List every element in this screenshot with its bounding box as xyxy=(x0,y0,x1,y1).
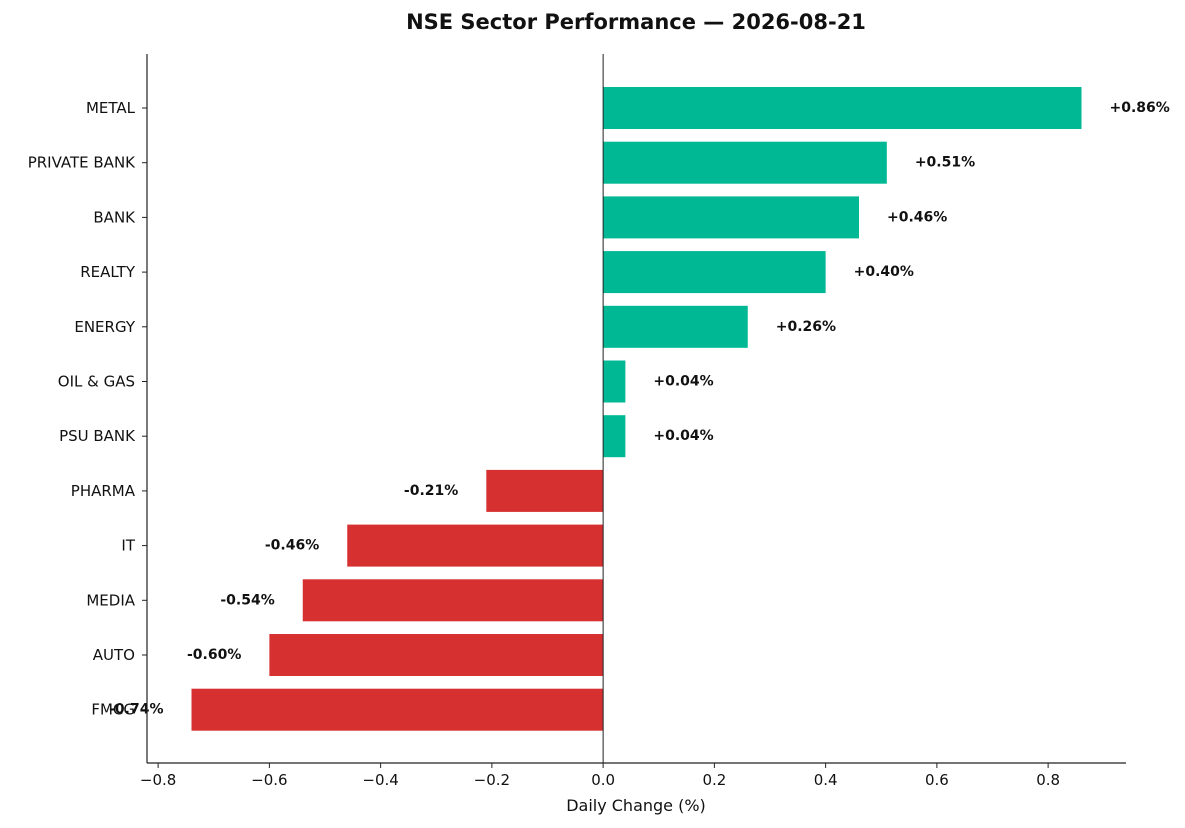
data-label-realty: +0.40% xyxy=(854,264,914,280)
category-label-realty: REALTY xyxy=(80,263,136,281)
data-label-psu-bank: +0.04% xyxy=(653,428,713,444)
category-label-pharma: PHARMA xyxy=(71,482,136,500)
data-label-fmcg: -0.74% xyxy=(109,702,163,718)
data-label-pharma: -0.21% xyxy=(404,483,458,499)
x-tick-label: 0.4 xyxy=(814,771,838,789)
category-label-media: MEDIA xyxy=(86,591,135,609)
category-label-oil-and-gas: OIL & GAS xyxy=(58,373,135,391)
x-tick-label: 0.0 xyxy=(591,771,615,789)
bar-energy xyxy=(603,305,748,348)
category-label-metal: METAL xyxy=(86,99,136,117)
x-tick-label: −0.6 xyxy=(251,771,287,789)
data-labels-group: +0.86% +0.51% +0.46% +0.40% +0.26% +0.04% +0.0… xyxy=(109,100,1170,718)
category-labels-group: METAL PRIVATE BANK BANK REALTY ENERGY OIL & G… xyxy=(28,99,147,719)
x-tick-label: −0.2 xyxy=(474,771,510,789)
data-label-metal: +0.86% xyxy=(1110,100,1170,116)
data-label-media: -0.54% xyxy=(220,592,274,608)
category-label-bank: BANK xyxy=(93,208,136,226)
bar-fmcg xyxy=(191,688,604,731)
x-tick-label: −0.8 xyxy=(140,771,176,789)
bar-psu-bank xyxy=(603,415,626,458)
bar-it xyxy=(347,524,604,567)
x-tick-label: 0.8 xyxy=(1036,771,1060,789)
data-label-bank: +0.46% xyxy=(887,209,947,225)
category-label-auto: AUTO xyxy=(93,646,135,664)
data-label-it: -0.46% xyxy=(265,538,319,554)
bar-bank xyxy=(603,196,859,239)
bar-metal xyxy=(603,87,1082,129)
chart-title: NSE Sector Performance — 2026-08-21 xyxy=(406,10,866,34)
bar-private-bank xyxy=(603,141,887,184)
data-label-energy: +0.26% xyxy=(776,319,836,335)
bar-pharma xyxy=(486,469,604,512)
category-label-private-bank: PRIVATE BANK xyxy=(28,154,136,172)
x-tick-label: 0.2 xyxy=(702,771,726,789)
category-label-fmcg: FMCG xyxy=(91,701,135,719)
x-tick-label: −0.4 xyxy=(362,771,398,789)
bar-realty xyxy=(603,251,826,294)
category-label-energy: ENERGY xyxy=(74,318,135,336)
bars-group xyxy=(191,87,1082,731)
x-tick-label: 0.6 xyxy=(925,771,949,789)
x-axis-label: Daily Change (%) xyxy=(566,796,706,815)
bar-media xyxy=(302,579,604,622)
category-label-it: IT xyxy=(121,537,135,555)
bar-auto xyxy=(269,634,604,676)
data-label-oil-and-gas: +0.04% xyxy=(653,374,713,390)
bar-oil-and-gas xyxy=(603,360,626,403)
category-label-psu-bank: PSU BANK xyxy=(59,427,136,445)
data-label-private-bank: +0.51% xyxy=(915,155,975,171)
x-axis-ticks-group: −0.8 −0.6 −0.4 −0.2 0.0 0.2 0.4 0.6 0.8 xyxy=(140,763,1060,789)
data-label-auto: -0.60% xyxy=(187,647,241,663)
